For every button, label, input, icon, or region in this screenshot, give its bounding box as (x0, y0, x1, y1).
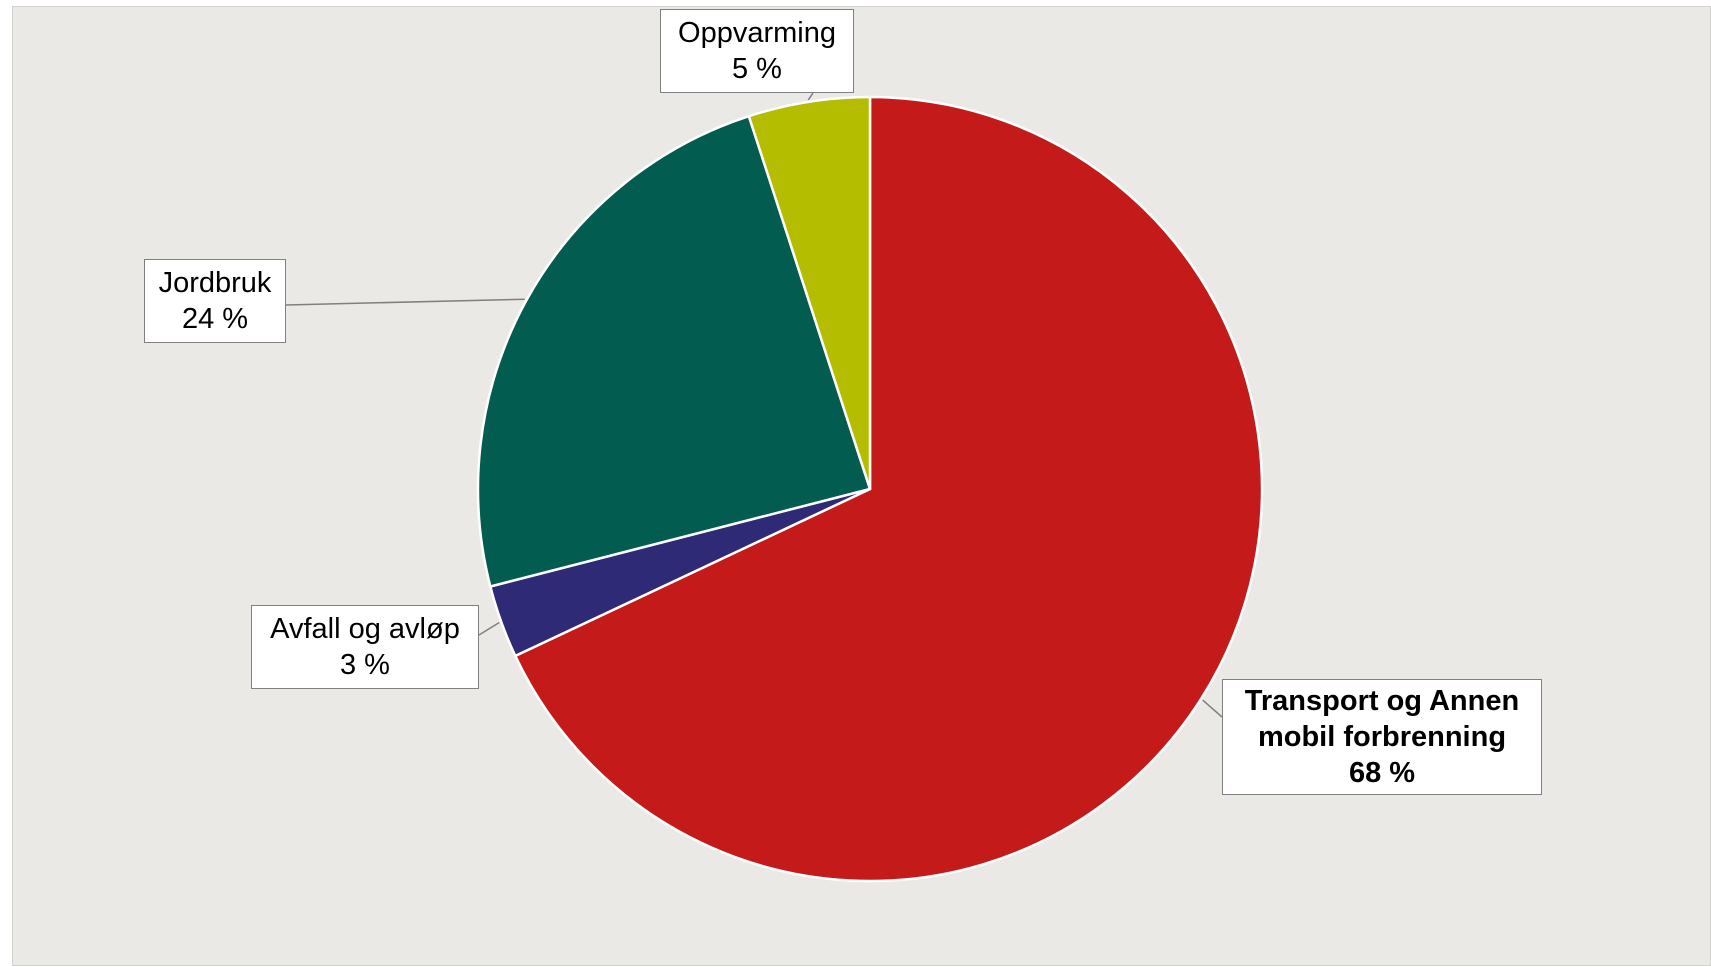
callout-label-line: Oppvarming (678, 17, 836, 49)
callout-label-line: Transport og Annen (1244, 685, 1520, 717)
leader-line (478, 621, 500, 636)
pie-slice-oppvarming (747, 95, 872, 491)
pie-chart (285, 92, 1264, 883)
callout-value: 24 % (181, 303, 249, 335)
pie-slice-jordbruk (476, 114, 872, 588)
pie-slice-transport-og-annen-mobil-forbrenning (514, 95, 1264, 883)
callout-avfall: Avfall og avløp 3 % (251, 605, 479, 689)
callout-value: 3 % (340, 649, 390, 681)
leader-line (807, 92, 814, 101)
callout-label-line: Avfall og avløp (270, 613, 460, 645)
callout-transport: Transport og Annen mobil forbrenning 68 … (1222, 679, 1542, 795)
callout-label-line: Jordbruk (158, 267, 272, 299)
callout-value: 5 % (732, 53, 782, 85)
callout-label-line: mobil forbrenning (1257, 721, 1507, 753)
chart-area: Transport og Annen mobil forbrenning 68 … (12, 6, 1711, 966)
leader-line (285, 298, 525, 306)
callout-value: 68 % (1348, 757, 1416, 789)
callout-oppvarming: Oppvarming 5 % (660, 9, 854, 93)
leader-line (1202, 699, 1223, 718)
callout-jordbruk: Jordbruk 24 % (144, 259, 286, 343)
